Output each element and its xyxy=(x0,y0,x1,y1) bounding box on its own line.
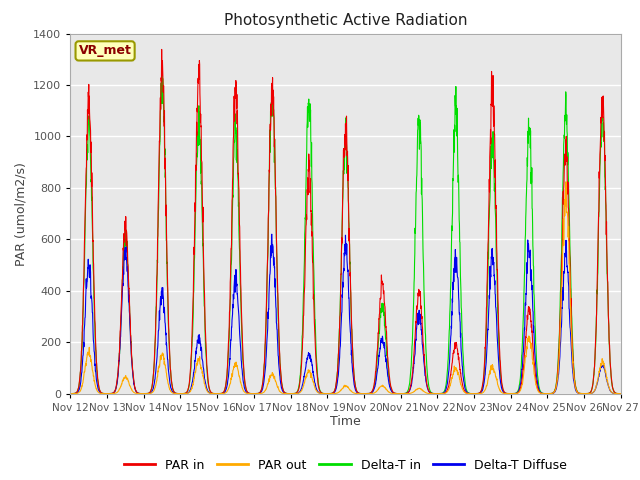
PAR in xyxy=(158,47,166,52)
Delta-T in xyxy=(67,391,74,396)
PAR in xyxy=(568,345,576,350)
PAR out xyxy=(362,391,369,396)
Delta-T in xyxy=(220,389,228,395)
PAR out xyxy=(584,391,591,396)
Delta-T Diffuse xyxy=(220,390,228,396)
Text: VR_met: VR_met xyxy=(79,44,132,58)
PAR in xyxy=(506,391,513,396)
Y-axis label: PAR (umol/m2/s): PAR (umol/m2/s) xyxy=(15,162,28,265)
PAR in xyxy=(374,345,381,350)
Delta-T Diffuse xyxy=(374,366,381,372)
Delta-T Diffuse xyxy=(362,391,369,396)
PAR out xyxy=(506,391,513,396)
PAR in xyxy=(220,388,228,394)
X-axis label: Time: Time xyxy=(330,415,361,429)
PAR out xyxy=(220,391,228,396)
Delta-T Diffuse xyxy=(67,391,74,396)
Line: PAR in: PAR in xyxy=(70,49,621,394)
Delta-T Diffuse xyxy=(584,391,591,396)
PAR in xyxy=(584,391,591,396)
Delta-T in xyxy=(506,391,513,396)
Delta-T in xyxy=(362,391,369,396)
Legend: PAR in, PAR out, Delta-T in, Delta-T Diffuse: PAR in, PAR out, Delta-T in, Delta-T Dif… xyxy=(119,454,572,477)
PAR in xyxy=(67,391,74,396)
PAR out xyxy=(617,391,625,396)
Title: Photosynthetic Active Radiation: Photosynthetic Active Radiation xyxy=(224,13,467,28)
Line: Delta-T Diffuse: Delta-T Diffuse xyxy=(70,234,621,394)
Line: PAR out: PAR out xyxy=(70,182,621,394)
PAR out xyxy=(562,179,570,185)
Delta-T in xyxy=(568,332,576,338)
Delta-T in xyxy=(374,351,381,357)
PAR out xyxy=(568,350,576,356)
Delta-T Diffuse xyxy=(617,391,625,396)
Delta-T Diffuse xyxy=(506,391,513,396)
PAR in xyxy=(617,391,625,396)
Line: Delta-T in: Delta-T in xyxy=(70,70,621,394)
Delta-T Diffuse xyxy=(568,365,576,371)
PAR in xyxy=(362,391,369,396)
Delta-T in xyxy=(617,391,625,396)
Delta-T in xyxy=(158,67,166,73)
PAR out xyxy=(374,387,381,393)
Delta-T Diffuse xyxy=(268,231,276,237)
PAR out xyxy=(67,391,74,396)
Delta-T in xyxy=(584,391,591,396)
